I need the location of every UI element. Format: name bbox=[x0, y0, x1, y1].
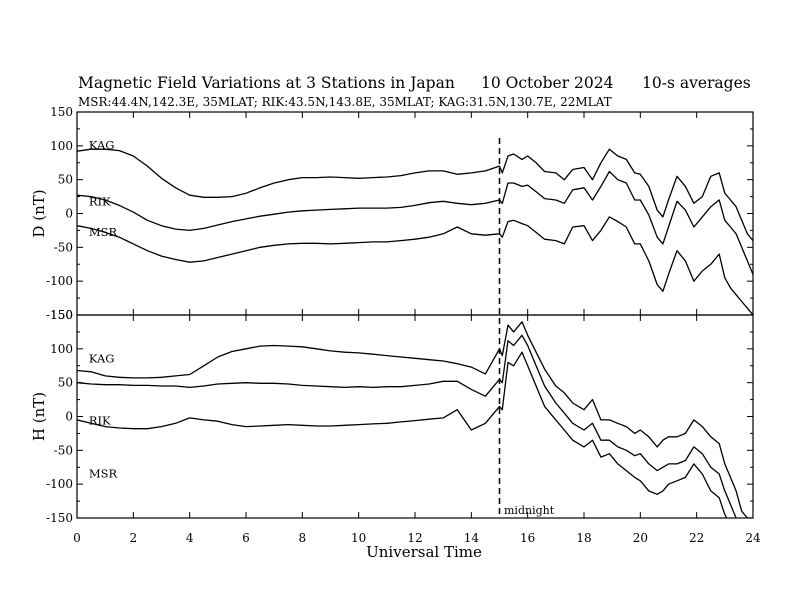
x-tick-label: 24 bbox=[745, 531, 761, 545]
series-kag-line bbox=[77, 321, 753, 518]
x-tick-label: 14 bbox=[464, 531, 480, 545]
y-tick-label: 0 bbox=[65, 207, 73, 221]
x-axis-ticks: 0 2 4 6 8 10 12 14 16 18 20 22 24 bbox=[73, 531, 761, 545]
series-label-msr: MSR bbox=[89, 466, 118, 480]
x-tick-label: 2 bbox=[130, 531, 138, 545]
y-tick-label: 50 bbox=[58, 376, 73, 390]
series-msr-line bbox=[77, 351, 728, 518]
series-label-msr: MSR bbox=[89, 225, 118, 239]
series-label-rik: RIK bbox=[89, 194, 111, 208]
series-rik-line bbox=[77, 334, 737, 518]
y-tick-label: -50 bbox=[54, 240, 73, 254]
station-coordinates: MSR:44.4N,142.3E, 35MLAT; RIK:43.5N,143.… bbox=[78, 95, 612, 109]
x-tick-label: 20 bbox=[633, 531, 648, 545]
x-tick-label: 18 bbox=[576, 531, 591, 545]
y-tick-label: 150 bbox=[50, 105, 73, 119]
y-tick-label: 100 bbox=[50, 342, 73, 356]
y-tick-label: 50 bbox=[58, 173, 73, 187]
y-tick-label: 150 bbox=[50, 308, 73, 322]
x-tick-label: 4 bbox=[186, 531, 194, 545]
y-axis-label: H (nT) bbox=[30, 392, 48, 441]
series-label-kag: KAG bbox=[89, 351, 115, 365]
x-axis-label: Universal Time bbox=[366, 543, 482, 561]
x-tick-label: 22 bbox=[689, 531, 704, 545]
series-label-kag: KAG bbox=[89, 138, 115, 152]
y-tick-label: 0 bbox=[65, 410, 73, 424]
x-tick-label: 8 bbox=[299, 531, 307, 545]
x-tick-label: 12 bbox=[407, 531, 422, 545]
x-tick-label: 0 bbox=[73, 531, 81, 545]
y-tick-label: -50 bbox=[54, 443, 73, 457]
y-tick-label: -100 bbox=[46, 477, 73, 491]
y-tick-label: -100 bbox=[46, 274, 73, 288]
x-tick-label: 10 bbox=[351, 531, 366, 545]
series-kag-line bbox=[77, 148, 753, 242]
panel-frame bbox=[76, 111, 754, 316]
midnight-label: midnight bbox=[504, 504, 555, 517]
y-tick-label: -150 bbox=[46, 308, 73, 322]
y-axis-label: D (nT) bbox=[30, 189, 48, 237]
averaging-note: 10-s averages bbox=[642, 74, 751, 92]
series-msr-line bbox=[77, 216, 753, 315]
d-component-panel: 150 100 50 0 -50 -100 -150 D (nT) KAG RIK MSR bbox=[30, 105, 754, 322]
series-rik-line bbox=[77, 170, 753, 275]
y-tick-label: 100 bbox=[50, 139, 73, 153]
x-tick-label: 16 bbox=[520, 531, 535, 545]
x-tick-label: 6 bbox=[242, 531, 250, 545]
chart-title: Magnetic Field Variations at 3 Stations … bbox=[78, 74, 455, 92]
panel-frame bbox=[76, 314, 754, 519]
chart-date: 10 October 2024 bbox=[481, 74, 614, 92]
y-tick-label: -150 bbox=[46, 511, 73, 525]
